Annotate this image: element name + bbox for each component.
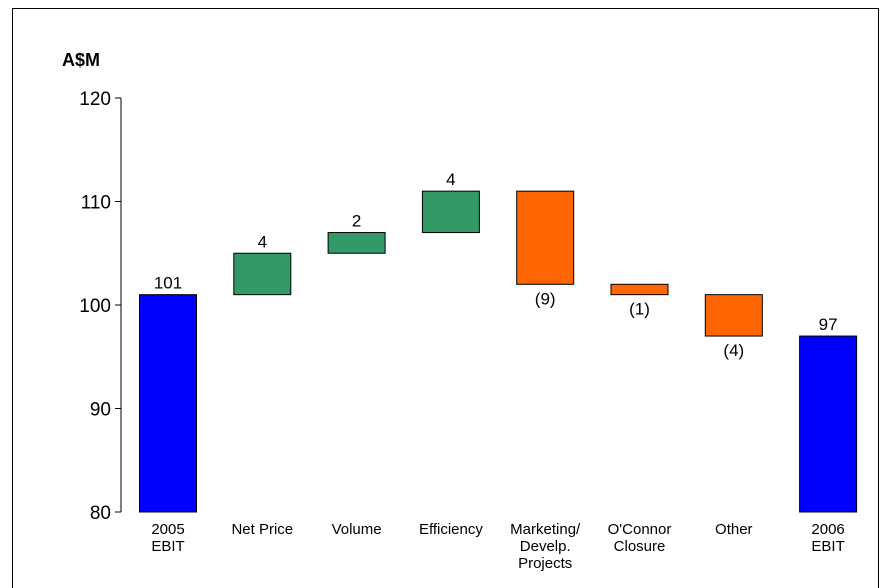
data-label: 4 [446, 170, 455, 189]
x-category-label: Other [715, 521, 753, 538]
data-label: 2 [352, 212, 361, 231]
data-label: 97 [819, 315, 838, 334]
data-label: (9) [535, 289, 556, 308]
x-category-label: O'Connor [608, 521, 672, 538]
bar-increase [421, 190, 480, 234]
chart-frame [12, 8, 879, 588]
bar-increase [327, 232, 386, 254]
bar-decrease [610, 283, 669, 296]
x-category-label: Projects [518, 555, 572, 572]
x-category-label: EBIT [811, 538, 844, 555]
x-category-label: Marketing/ [510, 521, 581, 538]
x-category-label: Net Price [231, 521, 293, 538]
x-category-label: Efficiency [419, 521, 483, 538]
bar-decrease [516, 190, 575, 285]
data-label: (4) [723, 341, 744, 360]
x-category-label: Volume [332, 521, 382, 538]
y-tick-label: 110 [81, 193, 111, 214]
x-category-label: Develp. [520, 538, 571, 555]
y-axis-label: A$M [62, 50, 101, 70]
data-label: (1) [629, 300, 650, 319]
bar-total [139, 294, 197, 513]
x-category-label: 2006 [811, 521, 844, 538]
bar-decrease [704, 294, 763, 337]
bar-total [799, 335, 858, 513]
y-tick-label: 80 [90, 503, 111, 524]
y-tick-label: 100 [79, 296, 111, 317]
y-tick-label: 120 [79, 89, 111, 110]
bar-increase [233, 252, 292, 296]
y-tick-label: 90 [90, 400, 111, 421]
data-label: 4 [258, 232, 267, 251]
x-category-label: EBIT [151, 538, 184, 555]
x-category-label: Closure [614, 538, 666, 555]
x-category-label: 2005 [151, 521, 184, 538]
data-label: 101 [154, 274, 182, 293]
